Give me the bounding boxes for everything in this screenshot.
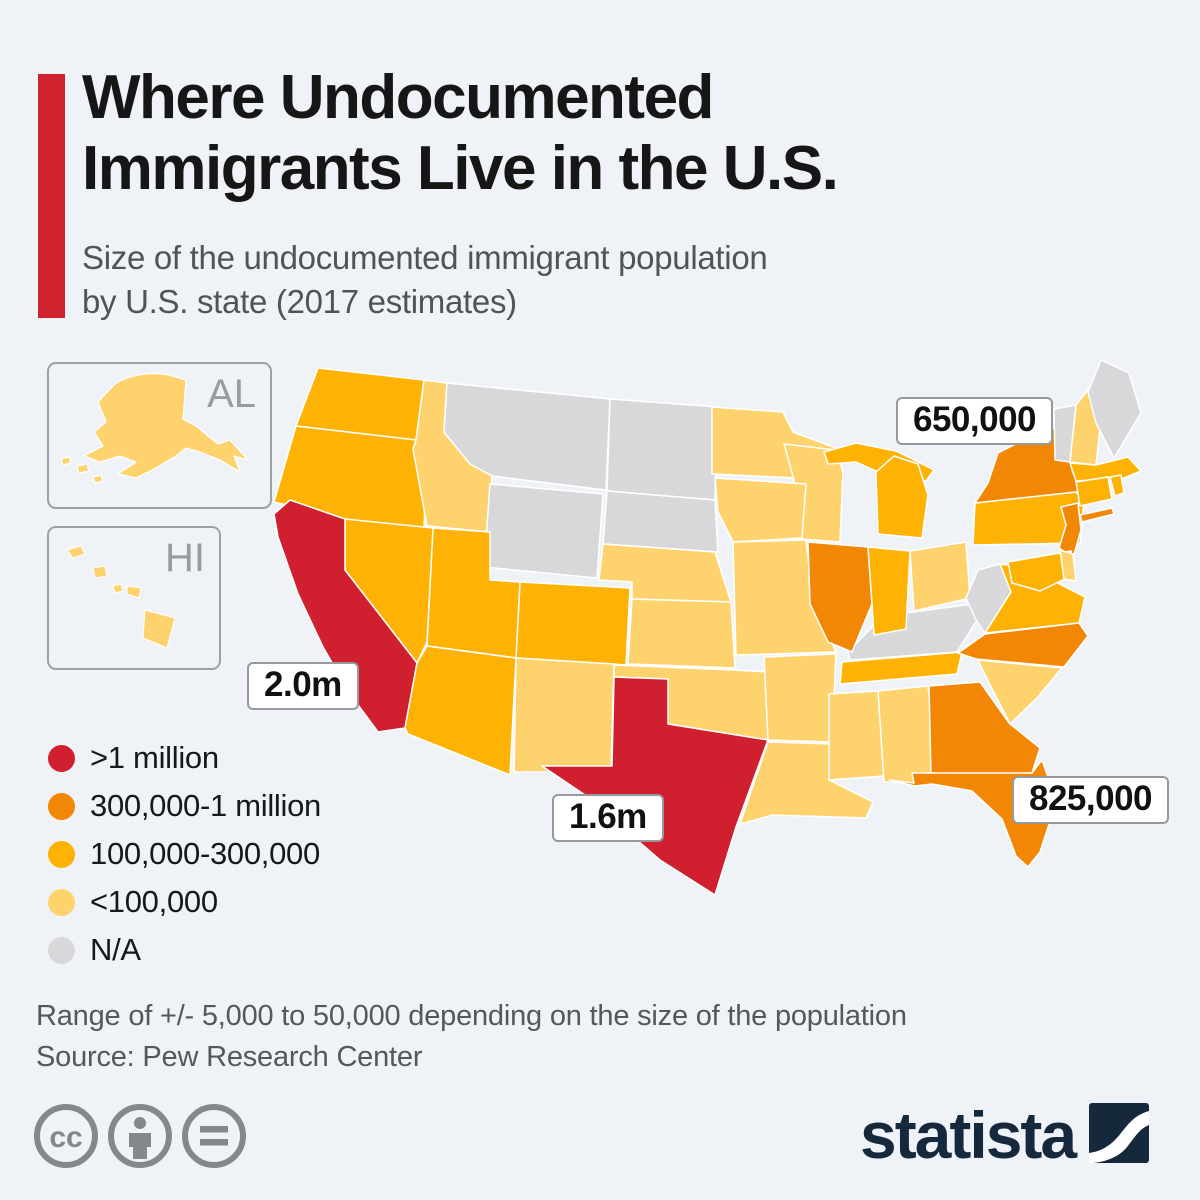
callout-california: 2.0m (247, 662, 359, 710)
state-delaware (1059, 549, 1077, 582)
footnote: Range of +/- 5,000 to 50,000 depending o… (36, 996, 907, 1078)
subtitle-line-2: by U.S. state (2017 estimates) (82, 283, 517, 320)
alaska-map (60, 373, 249, 484)
license-icons: cc (32, 1101, 282, 1176)
legend-dot-amber (48, 840, 75, 868)
state-north-carolina (957, 622, 1089, 668)
state-michigan (875, 455, 929, 539)
legend-item-300k-1m: 300,000-1 million (48, 782, 321, 830)
legend-label: 100,000-300,000 (90, 836, 320, 871)
state-kansas (627, 598, 736, 669)
footnote-range: Range of +/- 5,000 to 50,000 depending o… (36, 1000, 907, 1032)
state-new-york-long-island (1079, 507, 1115, 523)
equals-bar-top (200, 1126, 228, 1133)
statista-brand: statista (860, 1098, 1150, 1172)
legend-dot-light-amber (48, 888, 75, 916)
legend-item-100k-300k: 100,000-300,000 (48, 830, 321, 878)
state-colorado (515, 581, 631, 666)
attribution-head (134, 1117, 146, 1129)
cc-letters: cc (49, 1121, 82, 1154)
cc-icon (34, 1104, 98, 1168)
callout-texas: 1.6m (552, 794, 664, 842)
footnote-source: Source: Pew Research Center (36, 1041, 423, 1073)
state-arizona (404, 645, 517, 776)
state-mississippi (828, 690, 885, 781)
state-indiana (867, 546, 911, 636)
alaska-inset-label: AL (207, 372, 256, 416)
title-line-1: Where Undocumented (82, 63, 714, 132)
state-ohio (909, 541, 971, 612)
legend-dot-gray (48, 936, 75, 964)
state-wyoming (483, 483, 604, 579)
state-new-mexico (513, 657, 615, 773)
legend-label: N/A (90, 932, 141, 967)
state-iowa (714, 477, 807, 543)
accent-bar (38, 74, 65, 318)
attribution-body (129, 1133, 151, 1159)
attribution-icon (108, 1104, 172, 1168)
legend-item-na: N/A (48, 926, 321, 974)
legend-label: <100,000 (90, 884, 218, 919)
state-massachusetts (1069, 456, 1142, 482)
state-california (273, 499, 418, 733)
us-choropleth-map (228, 352, 1178, 912)
state-arkansas (763, 653, 837, 743)
hawaii-inset: HI (47, 526, 221, 670)
hawaii-map (66, 545, 176, 649)
title-line-2: Immigrants Live in the U.S. (82, 134, 839, 203)
state-connecticut (1075, 476, 1113, 507)
state-north-dakota (606, 398, 719, 501)
legend-label: 300,000-1 million (90, 788, 321, 823)
state-south-dakota (602, 490, 719, 553)
state-texas (541, 676, 769, 896)
alaska-inset: AL (47, 362, 272, 509)
state-rhode-island (1109, 474, 1125, 497)
legend-item-over-1m: >1 million (48, 734, 321, 782)
subtitle-line-1: Size of the undocumented immigrant popul… (82, 239, 768, 276)
equals-bar-bottom (200, 1139, 228, 1146)
callout-florida: 825,000 (1012, 776, 1170, 824)
callout-new-york: 650,000 (896, 397, 1054, 445)
page-title: Where Undocumented Immigrants Live in th… (82, 62, 1162, 204)
statista-logo-icon (1089, 1102, 1150, 1168)
hawaii-inset-label: HI (165, 536, 205, 580)
state-maine (1087, 359, 1142, 459)
legend-item-under-100k: <100,000 (48, 878, 321, 926)
equals-icon (182, 1104, 246, 1168)
page-subtitle: Size of the undocumented immigrant popul… (82, 236, 1082, 324)
legend-dot-red (48, 744, 75, 772)
us-map-svg (273, 359, 1142, 896)
legend-label: >1 million (90, 740, 219, 775)
statista-wordmark: statista (860, 1098, 1077, 1172)
legend-dot-orange (48, 792, 75, 820)
legend: >1 million 300,000-1 million 100,000-300… (48, 734, 321, 974)
state-south-carolina (977, 659, 1063, 725)
